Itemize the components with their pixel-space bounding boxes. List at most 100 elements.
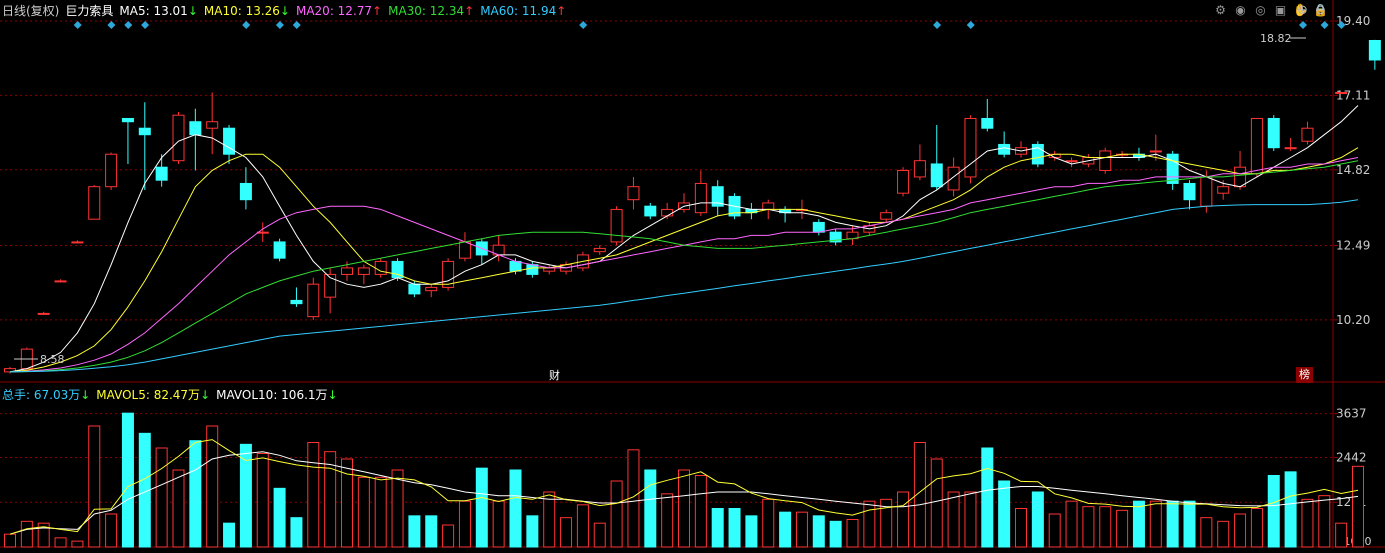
candle-body bbox=[341, 267, 353, 275]
zoom-out-icon[interactable]: ⊖ bbox=[1315, 3, 1326, 18]
settings-icon[interactable]: ⚙ bbox=[1215, 3, 1226, 17]
price-tick-label: 12.49 bbox=[1336, 238, 1370, 252]
volume-bar bbox=[1250, 508, 1263, 548]
volume-bar bbox=[509, 469, 522, 548]
signal-diamond bbox=[1299, 21, 1307, 29]
candle-body bbox=[897, 169, 910, 194]
volume-bar bbox=[846, 519, 859, 548]
volume-bar bbox=[155, 447, 168, 548]
price-tick-label: 14.82 bbox=[1336, 163, 1370, 177]
candle-body bbox=[509, 260, 522, 272]
volume-bar bbox=[54, 537, 67, 548]
price-tick-label: 10.20 bbox=[1336, 313, 1370, 327]
ma-legend: MA5: 13.01↓ MA10: 13.26↓ MA20: 12.77↑ MA30:… bbox=[119, 4, 572, 18]
box-icon[interactable]: ▣ bbox=[1274, 3, 1287, 17]
volume-bar bbox=[576, 504, 589, 548]
signal-diamond bbox=[1337, 21, 1346, 29]
volume-bar bbox=[172, 469, 185, 548]
volume-bar bbox=[1217, 520, 1230, 548]
ma-legend-item: MA20: 12.77 bbox=[295, 4, 373, 18]
volume-bar bbox=[1200, 517, 1213, 548]
candle-body bbox=[1284, 147, 1297, 150]
eye-icon[interactable]: ◉ bbox=[1235, 3, 1246, 17]
candle-body bbox=[812, 221, 825, 233]
candle-body bbox=[37, 312, 50, 315]
chart-period-label[interactable]: 日线(复权) bbox=[2, 4, 60, 18]
volume-bar bbox=[1132, 500, 1145, 548]
volume-bar bbox=[37, 522, 50, 548]
candle-body bbox=[762, 202, 775, 210]
candle-body bbox=[1250, 117, 1263, 175]
earnings-marker[interactable]: 财 bbox=[549, 369, 560, 382]
volume-bar bbox=[779, 511, 792, 548]
candle-body bbox=[981, 117, 994, 129]
signal-diamond bbox=[1320, 21, 1329, 29]
candle-body bbox=[964, 117, 977, 178]
ma-arrow: ↑ bbox=[464, 4, 475, 18]
vol-legend-item: 总手: 67.03万 bbox=[2, 388, 81, 402]
volume-bar bbox=[1099, 506, 1112, 548]
candle-body bbox=[408, 283, 421, 295]
chart-toolbar: ⚙ ◉ ◎ ▣ ✋ 🔒 bbox=[1213, 3, 1328, 18]
volume-bar bbox=[1149, 500, 1162, 548]
volume-bar bbox=[1183, 500, 1196, 548]
candle-body bbox=[694, 182, 707, 214]
price-legend: 日线(复权) 巨力索具 MA5: 13.01↓ MA10: 13.26↓ MA20: 1… bbox=[2, 3, 578, 19]
candle-body bbox=[1217, 186, 1230, 194]
candle-body bbox=[206, 121, 219, 129]
ranking-marker[interactable]: 榜 bbox=[1296, 367, 1313, 383]
candle-body bbox=[54, 280, 67, 283]
candle-body bbox=[458, 241, 471, 259]
candle-body bbox=[223, 127, 236, 155]
lock-icon[interactable]: 🔒 bbox=[1313, 3, 1328, 17]
low-price-label: 8.58 bbox=[40, 353, 65, 366]
zoom-in-icon[interactable]: ⊕ bbox=[1297, 3, 1308, 18]
candle-body bbox=[105, 153, 118, 188]
volume-bar bbox=[1082, 506, 1095, 548]
volume-bar bbox=[374, 476, 387, 548]
candle-body bbox=[593, 247, 606, 253]
ma-line bbox=[9, 199, 1359, 373]
candle-body bbox=[1368, 39, 1381, 61]
candle-body bbox=[442, 260, 455, 288]
volume-ma-line bbox=[9, 451, 1359, 535]
hand-icon[interactable]: ✋ bbox=[1293, 3, 1308, 17]
volume-bar bbox=[1335, 522, 1348, 548]
candle-body bbox=[1099, 150, 1112, 171]
volume-bar bbox=[880, 498, 893, 548]
candle-body bbox=[1031, 143, 1044, 165]
candle-body bbox=[88, 186, 101, 220]
volume-bar bbox=[913, 442, 926, 548]
candle-body bbox=[391, 260, 404, 279]
volume-tick-label: 2442 bbox=[1336, 450, 1367, 464]
volume-bar bbox=[610, 480, 623, 548]
candle-body bbox=[307, 283, 320, 318]
eye-outline-icon[interactable]: ◎ bbox=[1255, 3, 1266, 17]
signal-diamond bbox=[579, 21, 588, 29]
high-price-label: 18.82 bbox=[1260, 32, 1292, 45]
volume-bar bbox=[543, 491, 556, 548]
candle-body bbox=[930, 163, 943, 188]
stock-name: 巨力索具 bbox=[65, 4, 114, 18]
candle-body bbox=[1183, 182, 1196, 201]
ma-arrow: ↑ bbox=[372, 4, 383, 18]
volume-bar bbox=[88, 425, 101, 548]
volume-bar bbox=[324, 451, 337, 548]
volume-bar bbox=[1267, 475, 1280, 548]
candle-body bbox=[829, 231, 842, 243]
candle-body bbox=[610, 208, 623, 243]
signal-diamond bbox=[141, 21, 150, 29]
volume-legend: 总手: 67.03万↓ MAVOL5: 82.47万↓ MAVOL10: 106.1… bbox=[2, 387, 350, 403]
volume-bar bbox=[526, 515, 539, 548]
candle-body bbox=[324, 273, 337, 298]
candle-body bbox=[138, 127, 151, 136]
volume-bar bbox=[357, 476, 370, 548]
volume-bar bbox=[273, 487, 286, 548]
volume-bar bbox=[981, 447, 994, 548]
volume-bar bbox=[762, 498, 775, 548]
volume-bar bbox=[1048, 513, 1061, 548]
candle-body bbox=[1200, 176, 1213, 207]
ma-arrow: ↓ bbox=[187, 4, 198, 18]
candle-body bbox=[627, 186, 640, 201]
volume-bar bbox=[1301, 498, 1314, 548]
